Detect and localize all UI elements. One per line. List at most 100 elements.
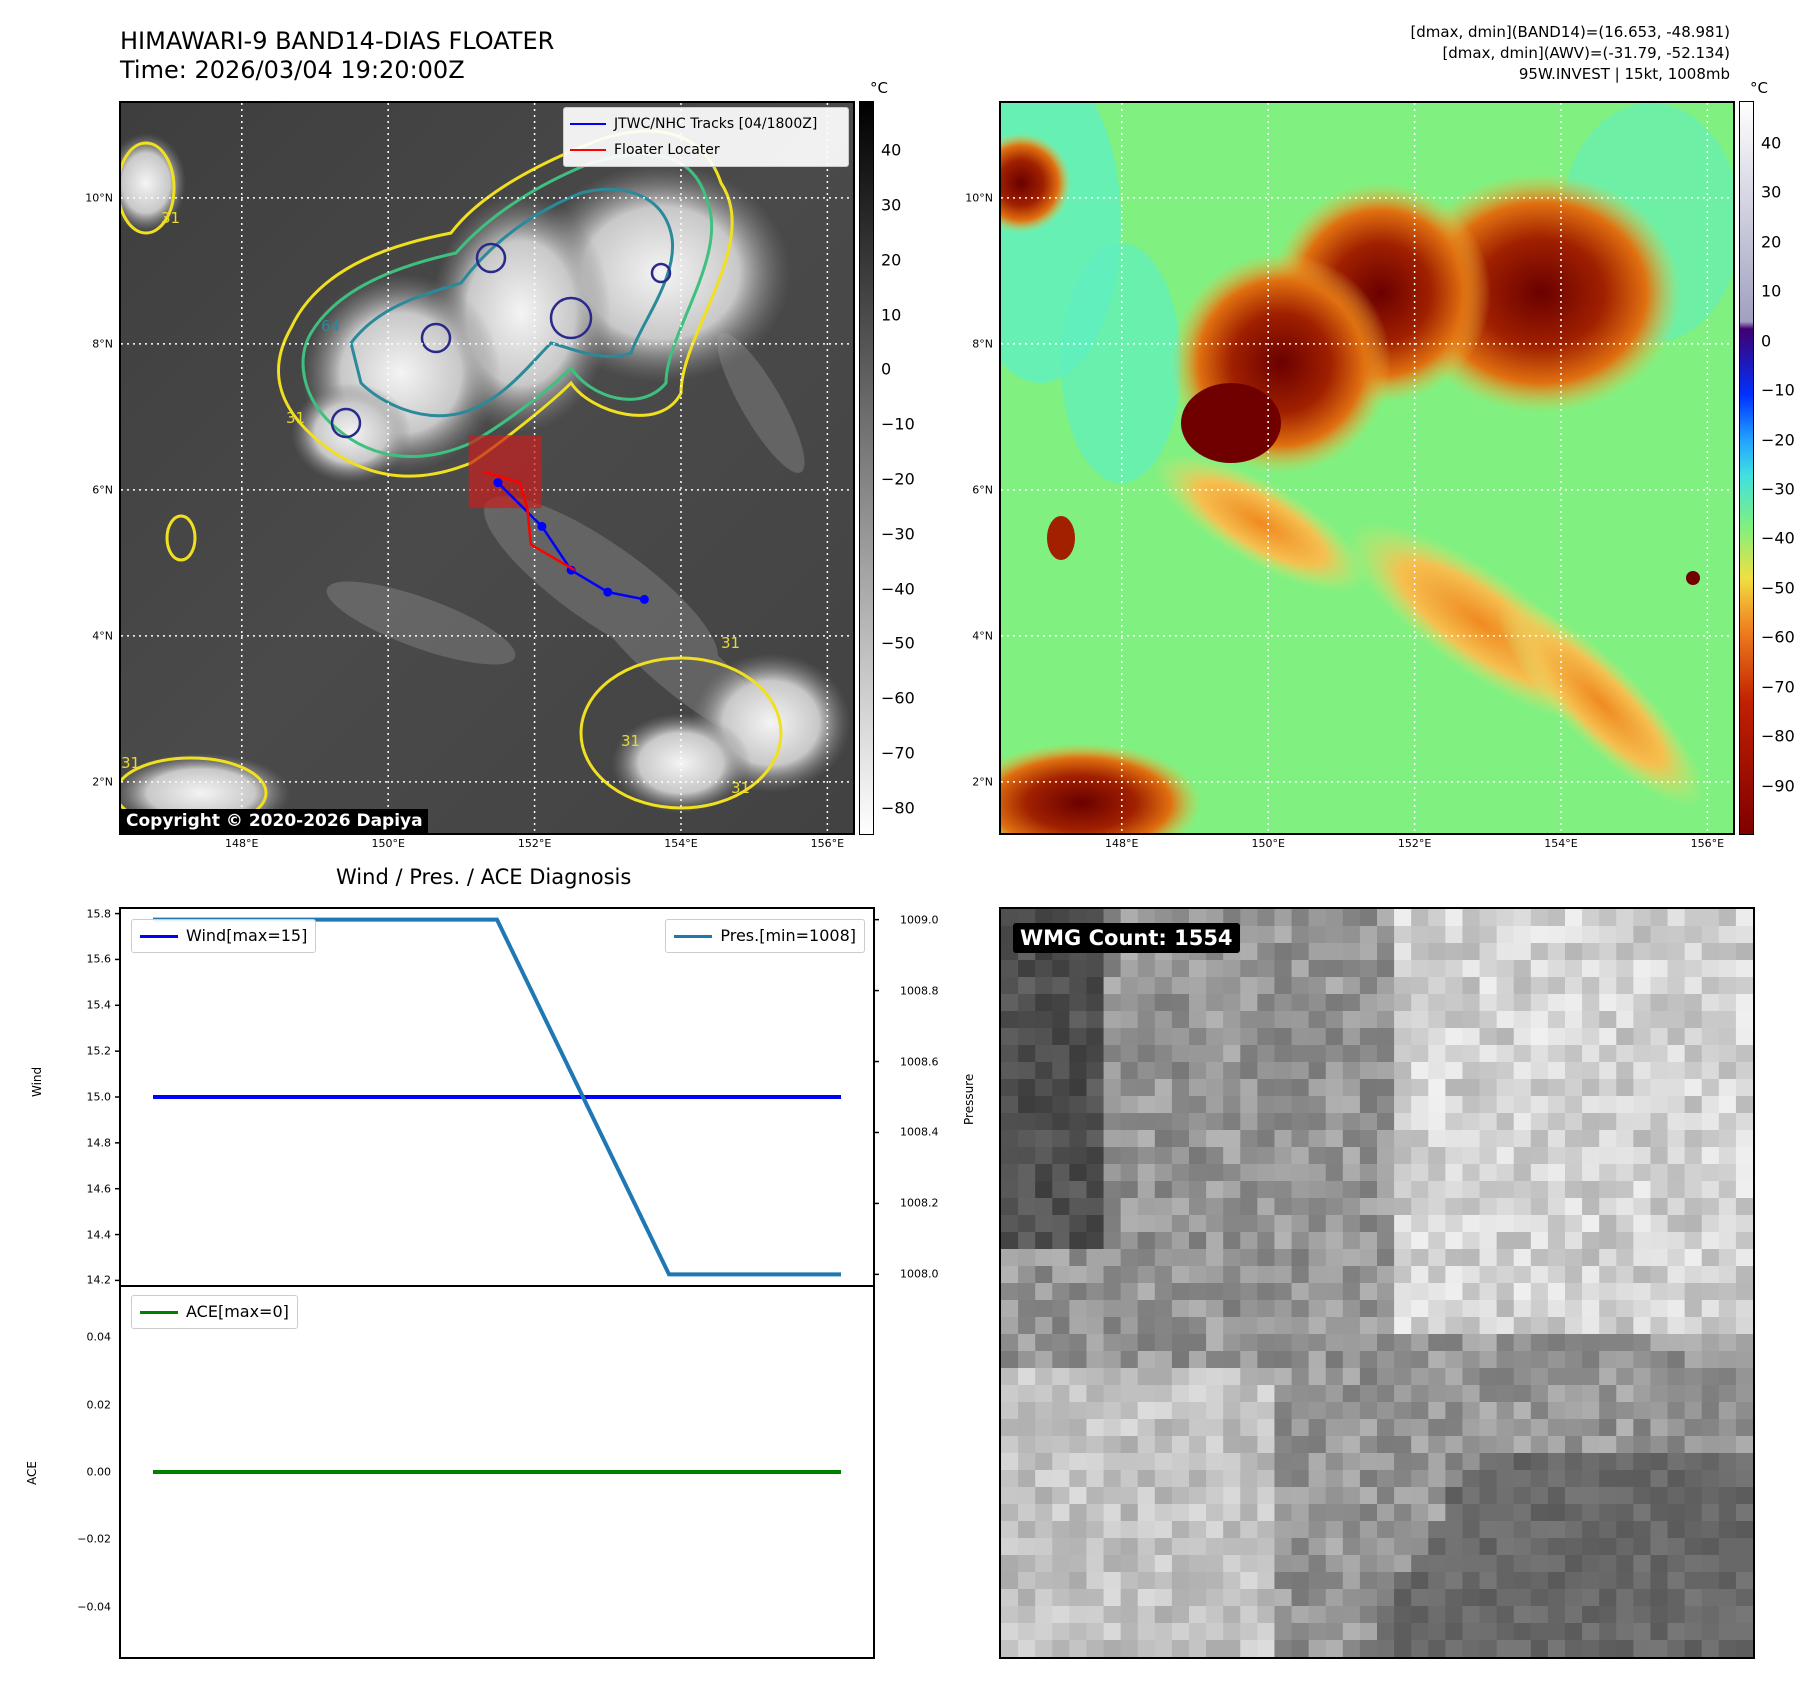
lat-tick-label: 8°N — [92, 337, 113, 351]
colorbar-tick-label: 30 — [881, 195, 902, 215]
pressure-tick-label: 1008.8 — [900, 984, 939, 998]
band14-colorbar-unit: °C — [870, 79, 888, 97]
wmg-count-label: WMG Count: 1554 — [1013, 923, 1240, 953]
colorbar-tick-label: −10 — [881, 414, 915, 434]
contour-label-31-f: 31 — [161, 209, 180, 227]
band14-colorbar — [859, 101, 874, 835]
colorbar-tick-label: −10 — [1761, 380, 1795, 400]
pressure-legend-label: Pres.[min=1008] — [720, 926, 856, 945]
lon-tick-label: 154°E — [664, 837, 698, 850]
meta-awv-range: [dmax, dmin](AWV)=(-31.79, -52.134) — [1442, 44, 1730, 62]
track-point — [493, 478, 503, 488]
pressure-legend-swatch — [674, 935, 713, 938]
wind-tick-label: 15.8 — [86, 907, 112, 921]
wind-tick-label: 15.6 — [86, 952, 112, 966]
colorbar-tick-label: 20 — [1761, 232, 1782, 252]
colorbar-tick-label: 40 — [881, 140, 902, 160]
ace-legend-label: ACE[max=0] — [186, 1302, 289, 1321]
awv-map — [999, 101, 1735, 835]
legend-tracks: JTWC/NHC Tracks [04/1800Z] — [614, 116, 818, 132]
colorbar-tick-label: 0 — [1761, 331, 1772, 351]
floater-track-line — [482, 470, 576, 572]
lat-tick-label: 6°N — [972, 483, 993, 497]
wind-tick-label: 14.4 — [86, 1228, 112, 1242]
copyright-label: Copyright © 2020-2026 Dapiya — [121, 809, 428, 833]
meta-storm-info: 95W.INVEST | 15kt, 1008mb — [1518, 65, 1730, 83]
lon-tick-label: 148°E — [1105, 837, 1139, 850]
colorbar-tick-label: −20 — [1761, 430, 1795, 450]
lat-tick-label: 6°N — [92, 483, 113, 497]
colorbar-tick-label: −70 — [881, 743, 915, 763]
colorbar-tick-label: −40 — [1761, 528, 1795, 548]
colorbar-tick-label: 40 — [1761, 133, 1782, 153]
lat-tick-label: 2°N — [92, 775, 113, 789]
colorbar-tick-label: 10 — [881, 305, 902, 325]
lon-tick-label: 150°E — [1251, 837, 1285, 850]
colorbar-tick-label: −50 — [1761, 578, 1795, 598]
pressure-tick-label: 1008.2 — [900, 1196, 939, 1210]
band14-ir-image: 31 64 31 31 31 31 31 — [121, 103, 853, 833]
ace-tick-label: 0.02 — [86, 1398, 112, 1412]
colorbar-tick-label: 20 — [881, 250, 902, 270]
lon-tick-label: 152°E — [517, 837, 552, 850]
colorbar-tick-label: 10 — [1761, 281, 1782, 301]
figure-title-line2: Time: 2026/03/04 19:20:00Z — [120, 56, 465, 84]
awv-colorbar — [1739, 101, 1754, 835]
ace-chart: ACE[max=0] — [119, 1285, 875, 1659]
legend-floater: Floater Locater — [614, 142, 720, 158]
ace-tick-label: −0.02 — [77, 1532, 111, 1546]
colorbar-tick-label: −40 — [881, 579, 915, 598]
awv-colorbar-unit: °C — [1750, 79, 1768, 97]
colorbar-tick-label: −80 — [1761, 726, 1795, 746]
lat-tick-label: 10°N — [965, 191, 993, 205]
legend-swatch-tracks — [570, 123, 606, 125]
map-legend: JTWC/NHC Tracks [04/1800Z] Floater Locat… — [563, 107, 849, 167]
lat-tick-label: 4°N — [92, 629, 113, 643]
figure-title-line1: HIMAWARI-9 BAND14-DIAS FLOATER — [120, 27, 555, 55]
awv-image — [1001, 103, 1733, 833]
wind-tick-label: 14.2 — [86, 1273, 112, 1287]
ace-legend-swatch — [140, 1311, 178, 1314]
colorbar-tick-label: −30 — [1761, 479, 1795, 499]
colorbar-tick-label: −70 — [1761, 677, 1795, 697]
lat-tick-label: 4°N — [972, 629, 993, 643]
colorbar-tick-label: −20 — [881, 469, 915, 489]
contour-label-31-b: 31 — [121, 754, 140, 772]
lat-tick-label: 8°N — [972, 337, 993, 351]
wind-ylabel: Wind — [30, 1066, 44, 1097]
colorbar-tick-label: −30 — [881, 524, 915, 544]
colorbar-tick-label: 30 — [1761, 182, 1782, 202]
wind-pressure-chart: Wind[max=15] Pres.[min=1008] — [115, 907, 879, 1287]
ace-tick-label: −0.04 — [77, 1600, 111, 1614]
colorbar-tick-label: −90 — [1761, 776, 1795, 796]
lat-tick-label: 10°N — [85, 191, 113, 205]
wind-tick-label: 14.8 — [86, 1136, 112, 1150]
wmg-pixel-grid — [1001, 909, 1753, 1657]
colorbar-tick-label: 0 — [881, 359, 892, 379]
contour-label-31-a: 31 — [286, 409, 305, 427]
wind-tick-label: 15.2 — [86, 1044, 112, 1058]
lon-tick-label: 148°E — [225, 837, 259, 850]
colorbar-tick-label: −80 — [881, 798, 915, 818]
lon-tick-label: 156°E — [810, 837, 845, 850]
legend-swatch-floater — [570, 149, 606, 151]
pressure-legend: Pres.[min=1008] — [665, 919, 865, 953]
colorbar-tick-label: −60 — [1761, 627, 1795, 647]
pressure-tick-label: 1008.0 — [900, 1267, 939, 1281]
contour-label-64: 64 — [321, 317, 340, 335]
track-point — [639, 594, 649, 604]
wind-tick-label: 15.4 — [86, 998, 112, 1012]
track-point — [537, 521, 547, 531]
pressure-tick-label: 1009.0 — [900, 913, 939, 927]
contour-label-31-e: 31 — [721, 634, 740, 652]
lat-tick-label: 2°N — [972, 775, 993, 789]
contour-label-31-d: 31 — [731, 779, 750, 797]
lon-tick-label: 154°E — [1544, 837, 1578, 850]
colorbar-tick-label: −50 — [881, 633, 915, 653]
wind-tick-label: 15.0 — [86, 1090, 112, 1104]
pressure-tick-label: 1008.4 — [900, 1125, 939, 1139]
meta-band14-range: [dmax, dmin](BAND14)=(16.653, -48.981) — [1410, 23, 1730, 41]
diagnosis-title: Wind / Pres. / ACE Diagnosis — [336, 865, 632, 889]
ace-ylabel: ACE — [25, 1461, 39, 1485]
wind-legend-label: Wind[max=15] — [186, 926, 308, 945]
